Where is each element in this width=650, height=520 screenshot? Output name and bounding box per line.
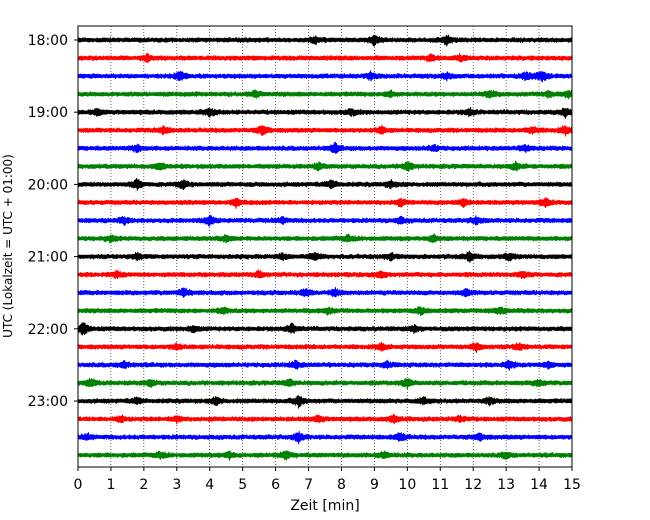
x-tick-label-10: 10 [398,477,416,493]
trace-1945 [77,160,573,172]
x-tick-label-1: 1 [106,477,115,493]
y-axis-ticks: 18:00 19:00 20:00 21:00 22:00 23:00 [28,33,78,410]
x-tick-label-8: 8 [337,477,346,493]
x-axis-label: Zeit [min] [290,498,359,514]
trace-2045 [77,233,573,244]
x-tick-label-11: 11 [431,477,449,493]
y-tick-label-2000: 20:00 [28,177,68,193]
trace-1815 [77,52,573,63]
trace-1930 [77,141,573,154]
y-tick-label-2100: 21:00 [28,250,68,266]
trace-1800 [77,34,573,47]
x-tick-label-12: 12 [464,477,482,493]
trace-2215 [77,341,573,354]
trace-2345 [77,450,573,461]
x-axis-ticks: 0 1 2 3 4 5 6 7 8 9 10 11 12 13 14 15 [74,467,581,493]
trace-1900 [77,107,573,119]
trace-1845 [77,89,573,100]
trace-2000 [77,177,573,191]
x-tick-label-7: 7 [304,477,313,493]
y-tick-label-2300: 23:00 [28,394,68,410]
x-tick-label-0: 0 [74,477,83,493]
trace-2145 [77,305,573,316]
x-tick-label-2: 2 [139,477,148,493]
trace-2130 [77,287,573,298]
x-tick-label-13: 13 [497,477,515,493]
y-tick-label-1900: 19:00 [28,105,68,121]
trace-2100 [77,250,573,263]
y-axis-label: UTC (Lokalzeit = UTC + 01:00) [1,154,15,338]
x-tick-label-15: 15 [563,477,581,493]
trace-2300 [77,394,573,409]
trace-2200 [77,322,573,336]
trace-1915 [77,124,573,137]
y-tick-label-1800: 18:00 [28,33,68,49]
trace-2245 [77,377,573,390]
plot-frame [77,25,573,468]
trace-2230 [77,359,573,371]
trace-2115 [77,269,573,280]
x-tick-label-9: 9 [370,477,379,493]
x-tick-label-3: 3 [172,477,181,493]
traces [77,34,573,461]
x-tick-label-6: 6 [271,477,280,493]
y-tick-label-2200: 22:00 [28,322,68,338]
x-tick-label-5: 5 [238,477,247,493]
trace-2015 [77,197,573,209]
trace-2315 [77,413,573,425]
trace-2030 [77,215,573,227]
x-tick-label-14: 14 [530,477,548,493]
x-tick-label-4: 4 [205,477,214,493]
trace-2330 [77,430,573,445]
trace-1830 [77,70,573,83]
